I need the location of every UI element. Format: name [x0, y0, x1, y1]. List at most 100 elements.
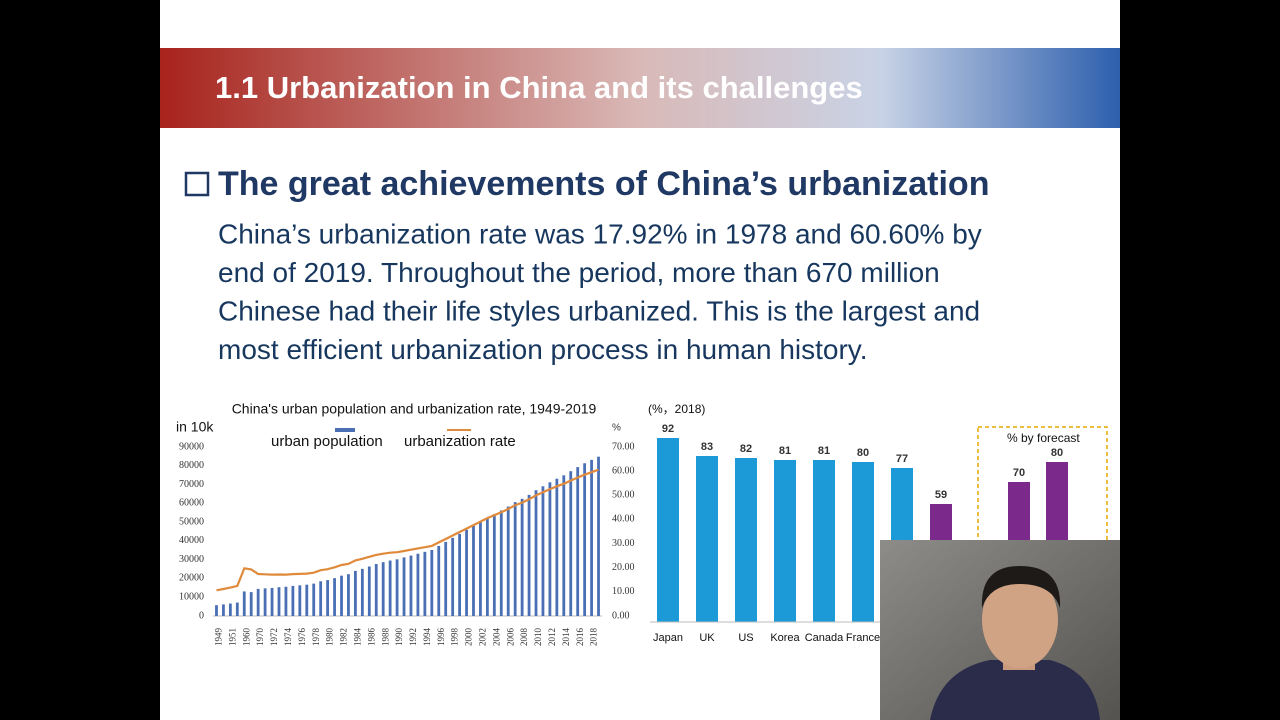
- value-label: 81: [779, 445, 791, 457]
- value-label: 59: [935, 489, 947, 501]
- x-tick-label: 1974: [283, 628, 293, 647]
- bar: [402, 557, 406, 616]
- value-label: 77: [896, 453, 908, 465]
- y2-tick-label: 20.00: [612, 562, 635, 573]
- bar: [333, 578, 336, 616]
- bar: [395, 559, 399, 616]
- x-tick-label: 1960: [241, 628, 251, 647]
- bar: [312, 583, 316, 616]
- value-label: 70: [1013, 467, 1025, 479]
- legend-swatch: [335, 428, 355, 432]
- x-tick-label: 1982: [339, 628, 349, 646]
- x-tick-label: 1984: [352, 628, 362, 647]
- legend-label: urban population: [271, 433, 383, 450]
- value-label: 92: [662, 423, 674, 435]
- bar: [284, 586, 288, 616]
- annotation: % by forecast: [1007, 431, 1080, 445]
- bar: [597, 456, 600, 616]
- y2-tick-label: 40.00: [612, 514, 635, 525]
- value-label: 81: [818, 445, 830, 457]
- x-tick-label: 1949: [214, 628, 224, 647]
- y-tick-label: 50000: [179, 516, 204, 527]
- x-tick-label: 1992: [408, 628, 418, 646]
- x-tick-label: 2016: [575, 628, 585, 647]
- bar: [423, 551, 427, 616]
- x-tick-label: 1998: [450, 628, 460, 647]
- x-tick-label: 1970: [255, 628, 265, 647]
- legend-label: urbanization rate: [404, 433, 516, 450]
- bar: [774, 460, 796, 622]
- bar: [657, 438, 679, 622]
- heading: The great achievements of China’s urbani…: [218, 165, 989, 203]
- bar: [479, 521, 482, 616]
- x-tick-label: 2000: [464, 628, 474, 647]
- y-tick-label: 20000: [179, 573, 204, 584]
- body-line: China’s urbanization rate was 17.92% in …: [218, 218, 982, 249]
- bar: [222, 604, 225, 616]
- person-hair: [981, 566, 1061, 608]
- bar: [485, 517, 489, 616]
- checkbox-bullet: [184, 171, 210, 197]
- bar: [576, 467, 580, 616]
- x-tick-label: 1988: [380, 628, 390, 647]
- header-band: [160, 48, 1120, 128]
- x-tick-label: 1976: [297, 628, 307, 647]
- bar: [506, 506, 510, 616]
- x-tick-label: 2014: [561, 628, 571, 647]
- y-tick-label: 70000: [179, 479, 204, 490]
- y-axis-label: in 10k: [176, 419, 214, 435]
- x-tick-label: 2006: [505, 628, 515, 647]
- bar: [256, 588, 260, 616]
- y-tick-label: 60000: [179, 498, 204, 509]
- bar: [513, 502, 517, 616]
- bar: [347, 574, 350, 616]
- bar: [381, 562, 385, 616]
- x-tick-label: 1996: [436, 628, 446, 647]
- y2-tick-label: 30.00: [612, 538, 635, 549]
- chart-subtitle: (%，2018): [648, 402, 705, 416]
- bar: [444, 541, 448, 616]
- x-tick-label: 2018: [589, 628, 599, 647]
- x-tick-label: 2004: [491, 628, 501, 647]
- bar: [735, 458, 757, 622]
- y-tick-label: 80000: [179, 460, 204, 471]
- bar: [813, 460, 835, 622]
- y-tick-label: 10000: [179, 592, 204, 603]
- x-tick-label: Japan: [653, 632, 683, 644]
- y2-tick-label: 50.00: [612, 490, 635, 501]
- webcam: [880, 540, 1120, 720]
- x-tick-label: 2002: [478, 628, 488, 646]
- x-tick-label: 1951: [227, 628, 237, 646]
- chart-1: China's urban population and urbanizatio…: [176, 401, 635, 646]
- bar: [367, 566, 371, 616]
- bar: [541, 486, 545, 616]
- bar: [451, 537, 455, 616]
- body-line: end of 2019. Throughout the period, more…: [218, 257, 940, 288]
- x-tick-label: 1994: [422, 628, 432, 647]
- value-label: 83: [701, 441, 713, 453]
- person-body: [930, 660, 1100, 720]
- bar: [555, 478, 559, 616]
- slide-title: 1.1 Urbanization in China and its challe…: [215, 70, 863, 105]
- bar: [852, 462, 874, 622]
- x-tick-label: 2010: [533, 628, 543, 647]
- x-tick-label: US: [738, 632, 753, 644]
- bar: [465, 529, 468, 616]
- bar: [437, 545, 441, 616]
- value-label: 80: [857, 447, 869, 459]
- bar: [305, 584, 309, 616]
- bar: [388, 560, 392, 616]
- x-tick-label: Korea: [770, 632, 800, 644]
- bar: [249, 592, 253, 616]
- bar: [374, 564, 378, 616]
- y-tick-label: 0: [199, 610, 204, 621]
- y2-tick-label: 60.00: [612, 465, 635, 476]
- bar: [354, 570, 357, 616]
- bar: [270, 587, 274, 616]
- x-tick-label: 1978: [311, 628, 321, 647]
- bar: [590, 459, 593, 616]
- y-tick-label: 30000: [179, 554, 204, 565]
- bar: [569, 471, 573, 616]
